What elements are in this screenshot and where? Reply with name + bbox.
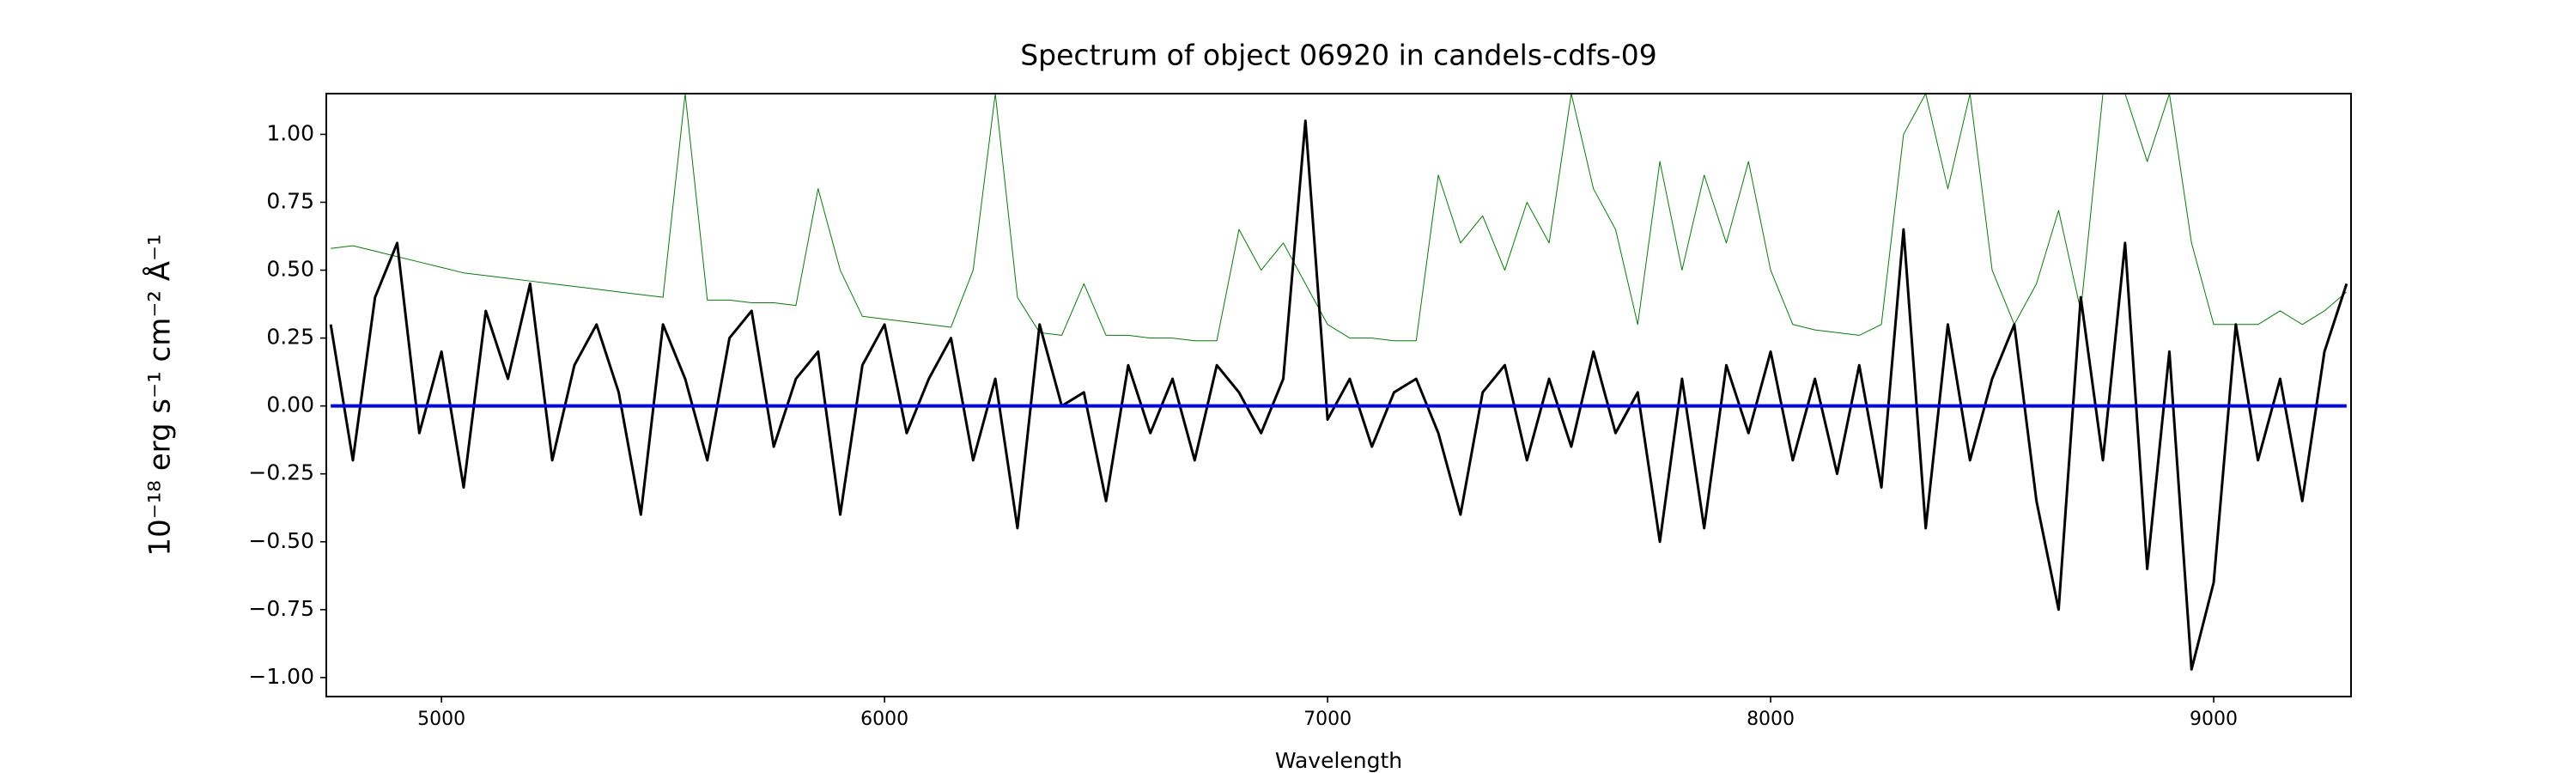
x-tick-label: 8000 <box>1747 709 1795 730</box>
y-tick-label: 1.00 <box>266 120 314 145</box>
y-tick-label: −0.75 <box>248 596 314 621</box>
y-axis-label: 10⁻¹⁸ erg s⁻¹ cm⁻² Å⁻¹ <box>143 234 178 556</box>
data-line <box>329 119 2348 671</box>
chart-title: Spectrum of object 06920 in candels-cdfs… <box>1020 39 1657 72</box>
x-tick-label: 6000 <box>860 709 908 730</box>
data-line <box>331 94 2348 342</box>
y-tick-label: 0.75 <box>266 188 314 213</box>
x-axis-label: Wavelength <box>1275 748 1402 773</box>
x-tick-label: 7000 <box>1303 709 1352 730</box>
axes-frame <box>325 93 2352 697</box>
y-tick-label: −1.00 <box>248 664 314 689</box>
y-tick-label: 0.00 <box>266 393 314 417</box>
y-tick-label: −0.25 <box>248 460 314 485</box>
y-tick-label: −0.50 <box>248 528 314 553</box>
plot-area <box>329 94 2348 671</box>
y-tick-label: 0.25 <box>266 325 314 350</box>
x-tick-label: 5000 <box>417 709 465 730</box>
x-tick-label: 9000 <box>2190 709 2238 730</box>
y-tick-label: 0.50 <box>266 257 314 282</box>
